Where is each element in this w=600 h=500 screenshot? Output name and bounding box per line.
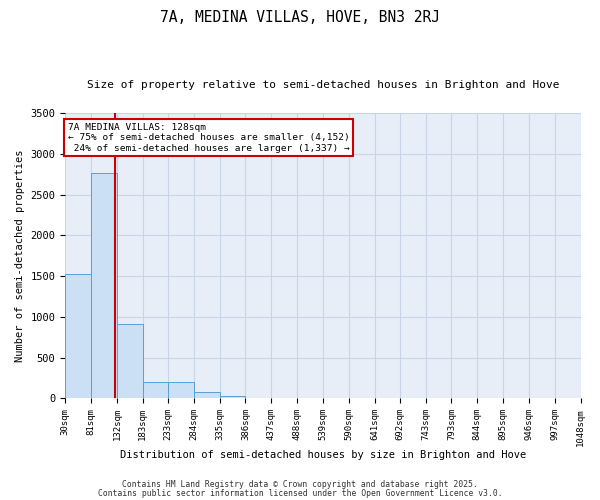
X-axis label: Distribution of semi-detached houses by size in Brighton and Hove: Distribution of semi-detached houses by … [120, 450, 526, 460]
Bar [168, 382, 194, 398]
Bar [220, 396, 245, 398]
Text: Contains public sector information licensed under the Open Government Licence v3: Contains public sector information licen… [98, 488, 502, 498]
Title: Size of property relative to semi-detached houses in Brighton and Hove: Size of property relative to semi-detach… [86, 80, 559, 90]
Text: 7A, MEDINA VILLAS, HOVE, BN3 2RJ: 7A, MEDINA VILLAS, HOVE, BN3 2RJ [160, 10, 440, 25]
Y-axis label: Number of semi-detached properties: Number of semi-detached properties [15, 150, 25, 362]
Bar [117, 324, 143, 398]
Bar [65, 274, 91, 398]
Bar [194, 392, 220, 398]
Text: 7A MEDINA VILLAS: 128sqm
← 75% of semi-detached houses are smaller (4,152)
 24% : 7A MEDINA VILLAS: 128sqm ← 75% of semi-d… [68, 123, 350, 152]
Bar [91, 174, 117, 398]
Bar [143, 382, 168, 398]
Text: Contains HM Land Registry data © Crown copyright and database right 2025.: Contains HM Land Registry data © Crown c… [122, 480, 478, 489]
